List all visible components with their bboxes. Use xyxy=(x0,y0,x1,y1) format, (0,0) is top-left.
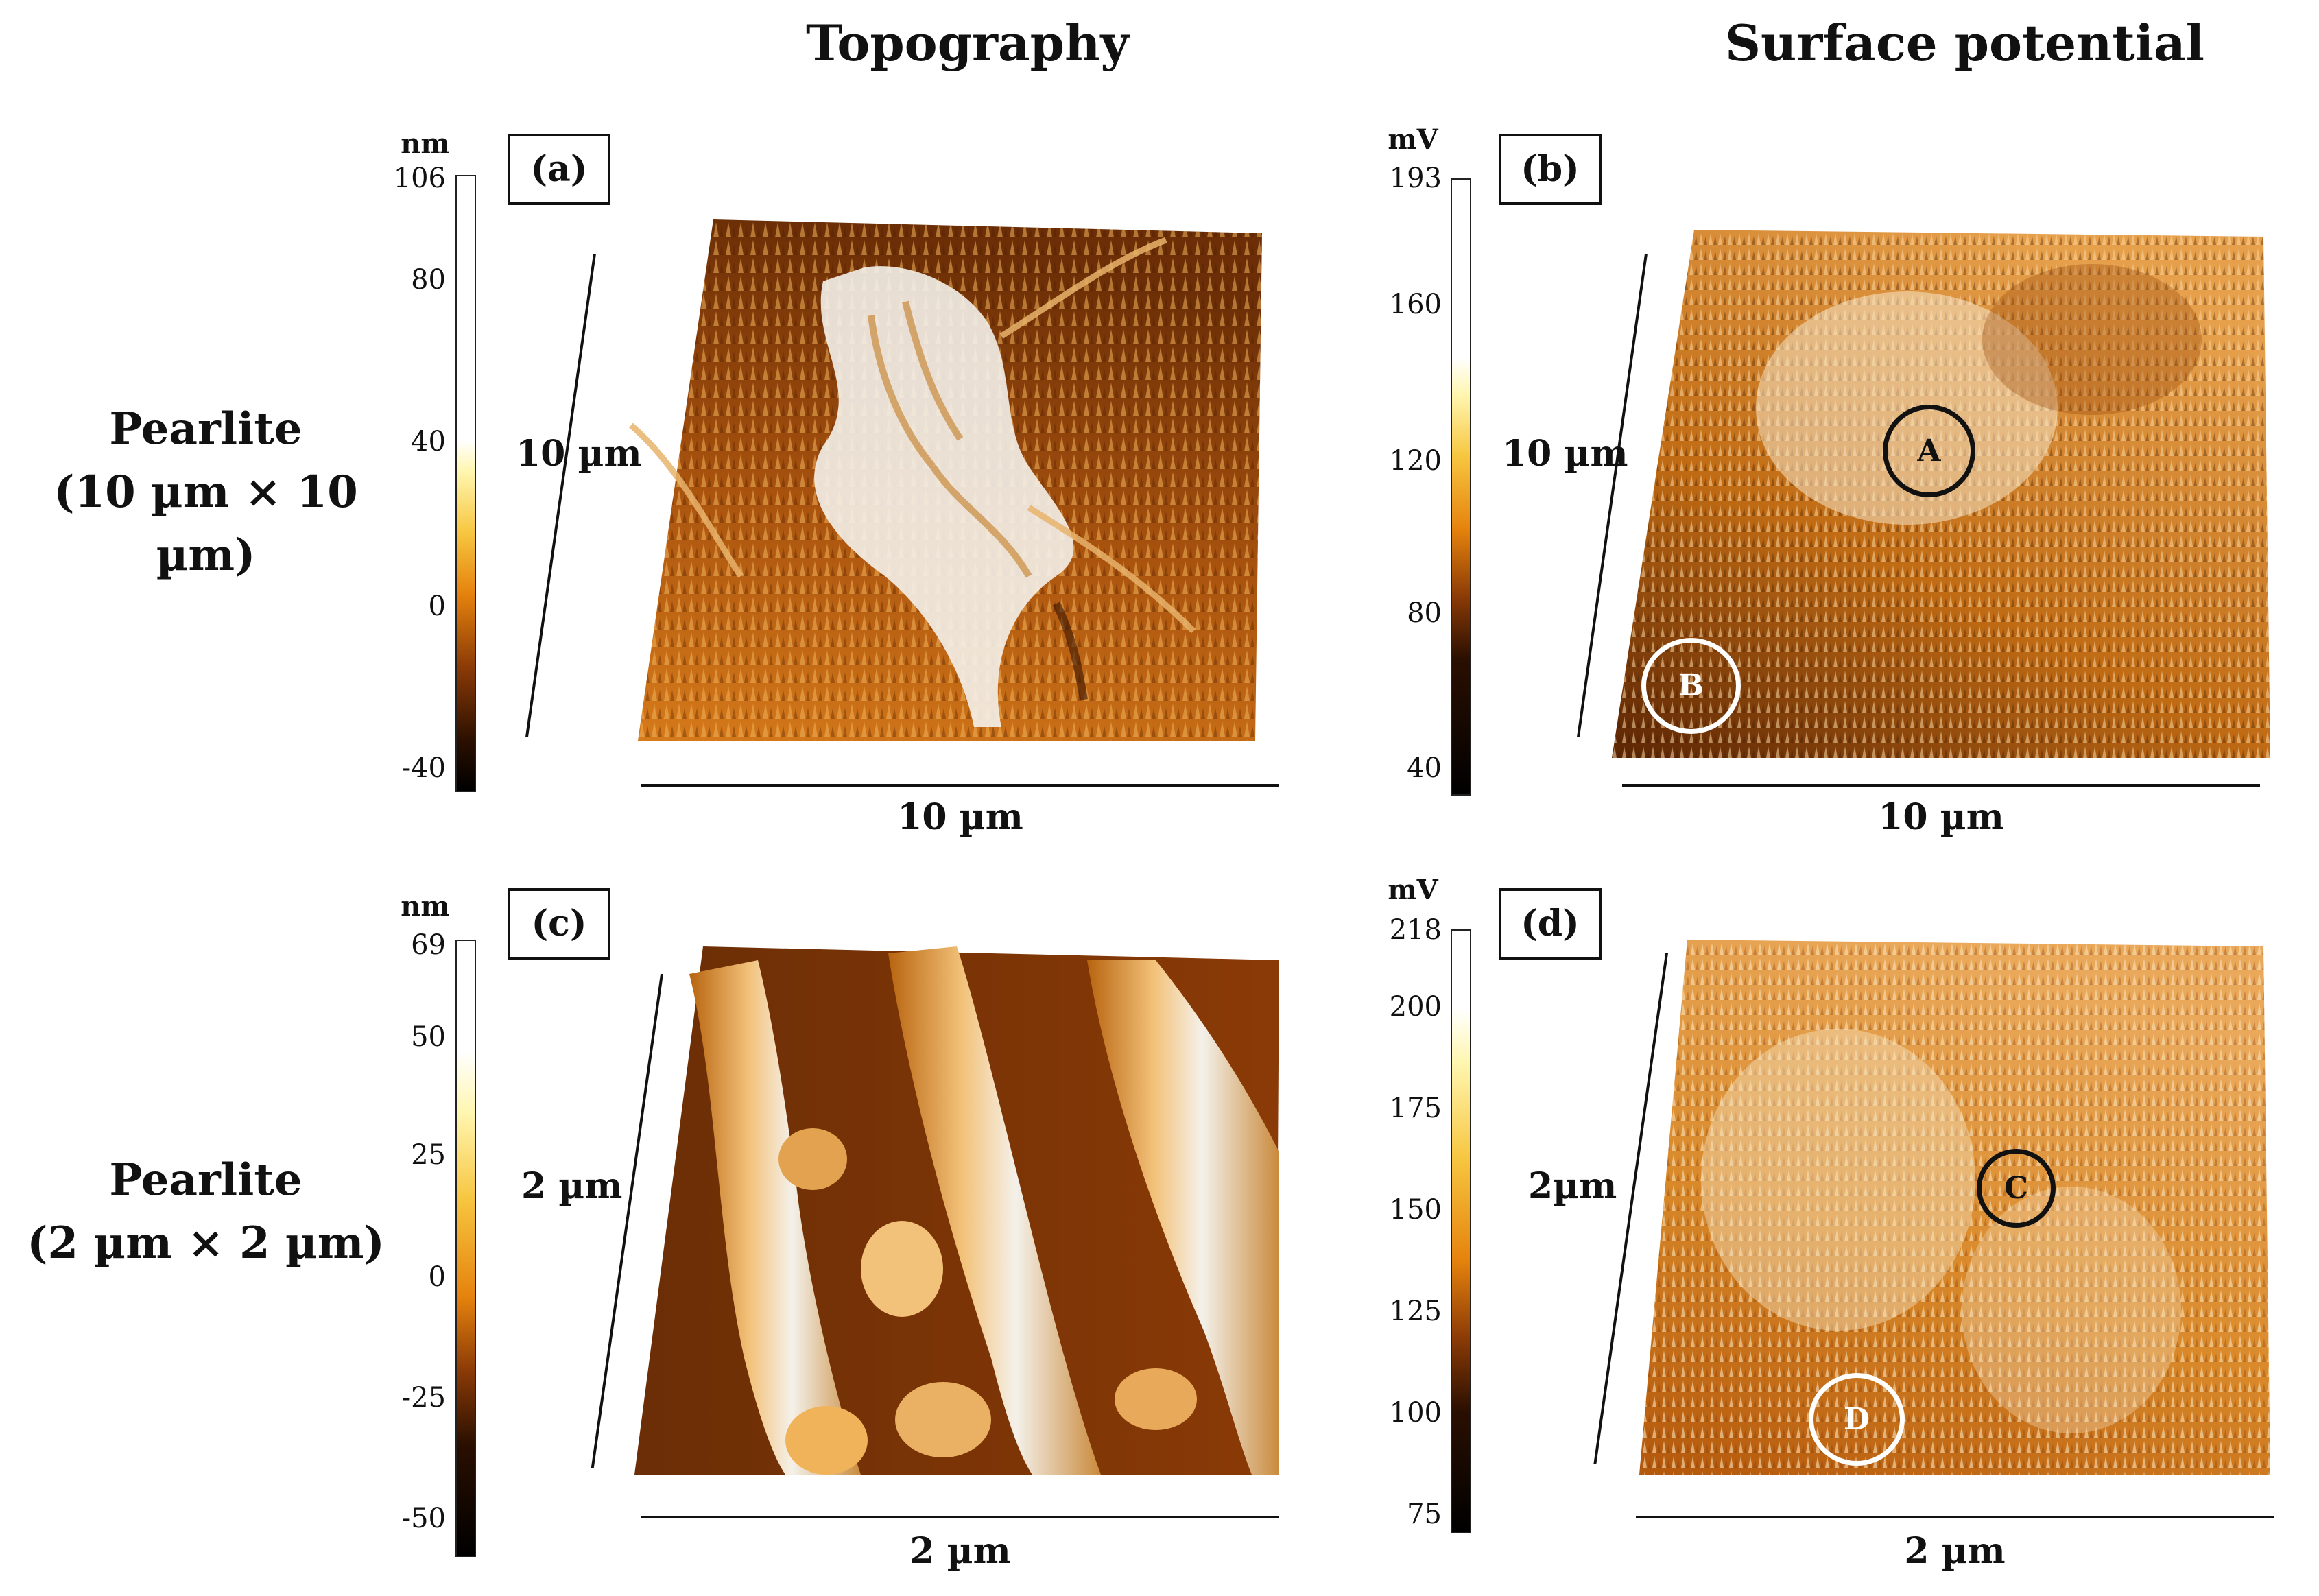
colorbar-c-tick-69: 69 xyxy=(411,929,446,961)
colorbar-d-tick-175: 175 xyxy=(1389,1093,1442,1124)
colorbar-d-tick-150: 150 xyxy=(1389,1194,1442,1226)
colorbar-b-tick-160: 160 xyxy=(1389,289,1442,320)
colorbar-c-tick-minus50: -50 xyxy=(401,1503,446,1534)
row-label-2um-title: Pearlite xyxy=(109,1154,302,1206)
afm-image-a xyxy=(629,219,1262,741)
panel-c-side-label: 2 µm xyxy=(521,1165,623,1207)
header-topography: Topography xyxy=(806,14,1130,72)
marker-c: C xyxy=(1977,1149,2056,1228)
colorbar-c-tick-50: 50 xyxy=(411,1021,446,1053)
kpfm-image-d xyxy=(1639,940,2270,1475)
row-label-10um-size: (10 µm × 10 µm) xyxy=(53,466,358,581)
header-surface-potential: Surface potential xyxy=(1725,14,2205,72)
panel-a-bottom-label: 10 µm xyxy=(897,796,1023,838)
marker-a: A xyxy=(1883,405,1975,497)
colorbar-b-tick-40: 40 xyxy=(1407,752,1442,784)
colorbar-a-tick-80: 80 xyxy=(411,264,446,296)
colorbar-b xyxy=(1451,178,1471,796)
colorbar-c xyxy=(455,940,476,1557)
panel-d-bottom-label: 2 µm xyxy=(1904,1530,2006,1572)
colorbar-b-tick-193: 193 xyxy=(1389,163,1442,194)
colorbar-d-tick-218: 218 xyxy=(1389,914,1442,946)
colorbar-a-tick-0: 0 xyxy=(428,591,446,622)
colorbar-b-unit: mV xyxy=(1388,123,1438,156)
colorbar-a-tick-40: 40 xyxy=(411,426,446,457)
colorbar-d xyxy=(1451,929,1471,1533)
panel-a-side-label: 10 µm xyxy=(516,433,642,475)
colorbar-d-tick-125: 125 xyxy=(1389,1296,1442,1327)
marker-b: B xyxy=(1641,638,1741,734)
panel-d-side-label: 2µm xyxy=(1528,1165,1617,1207)
panel-b-side-label: 10 µm xyxy=(1502,433,1628,475)
panel-d-label: (d) xyxy=(1499,888,1602,960)
colorbar-d-tick-200: 200 xyxy=(1389,991,1442,1023)
row-label-10um-title: Pearlite xyxy=(109,403,302,455)
row-label-10um: Pearlite (10 µm × 10 µm) xyxy=(0,398,412,587)
row-label-2um-size: (2 µm × 2 µm) xyxy=(27,1217,385,1269)
panel-a-label: (a) xyxy=(508,134,610,205)
colorbar-a-unit: nm xyxy=(401,128,450,160)
panel-c-bottom-label: 2 µm xyxy=(909,1530,1011,1572)
afm-image-c xyxy=(634,946,1279,1475)
panel-b-bottom-label: 10 µm xyxy=(1878,796,2004,838)
panel-b-label: (b) xyxy=(1499,134,1602,205)
colorbar-a-tick-106: 106 xyxy=(393,163,446,194)
colorbar-c-tick-25: 25 xyxy=(411,1139,446,1171)
axis-c-bottom xyxy=(641,1516,1279,1518)
colorbar-a xyxy=(455,175,476,792)
colorbar-a-tick-minus40: -40 xyxy=(401,752,446,784)
colorbar-d-tick-75: 75 xyxy=(1407,1499,1442,1530)
colorbar-c-tick-minus25: -25 xyxy=(401,1382,446,1414)
colorbar-b-tick-120: 120 xyxy=(1389,445,1442,477)
colorbar-c-tick-0: 0 xyxy=(428,1261,446,1293)
row-label-2um: Pearlite (2 µm × 2 µm) xyxy=(0,1149,412,1275)
axis-b-bottom xyxy=(1622,784,2260,787)
colorbar-d-tick-100: 100 xyxy=(1389,1397,1442,1429)
colorbar-b-tick-80: 80 xyxy=(1407,597,1442,629)
axis-a-bottom xyxy=(641,784,1279,787)
marker-d: D xyxy=(1809,1373,1905,1466)
colorbar-d-unit: mV xyxy=(1388,874,1438,906)
panel-c-label: (c) xyxy=(508,888,610,960)
axis-d-bottom xyxy=(1636,1516,2274,1518)
colorbar-c-unit: nm xyxy=(401,890,450,922)
